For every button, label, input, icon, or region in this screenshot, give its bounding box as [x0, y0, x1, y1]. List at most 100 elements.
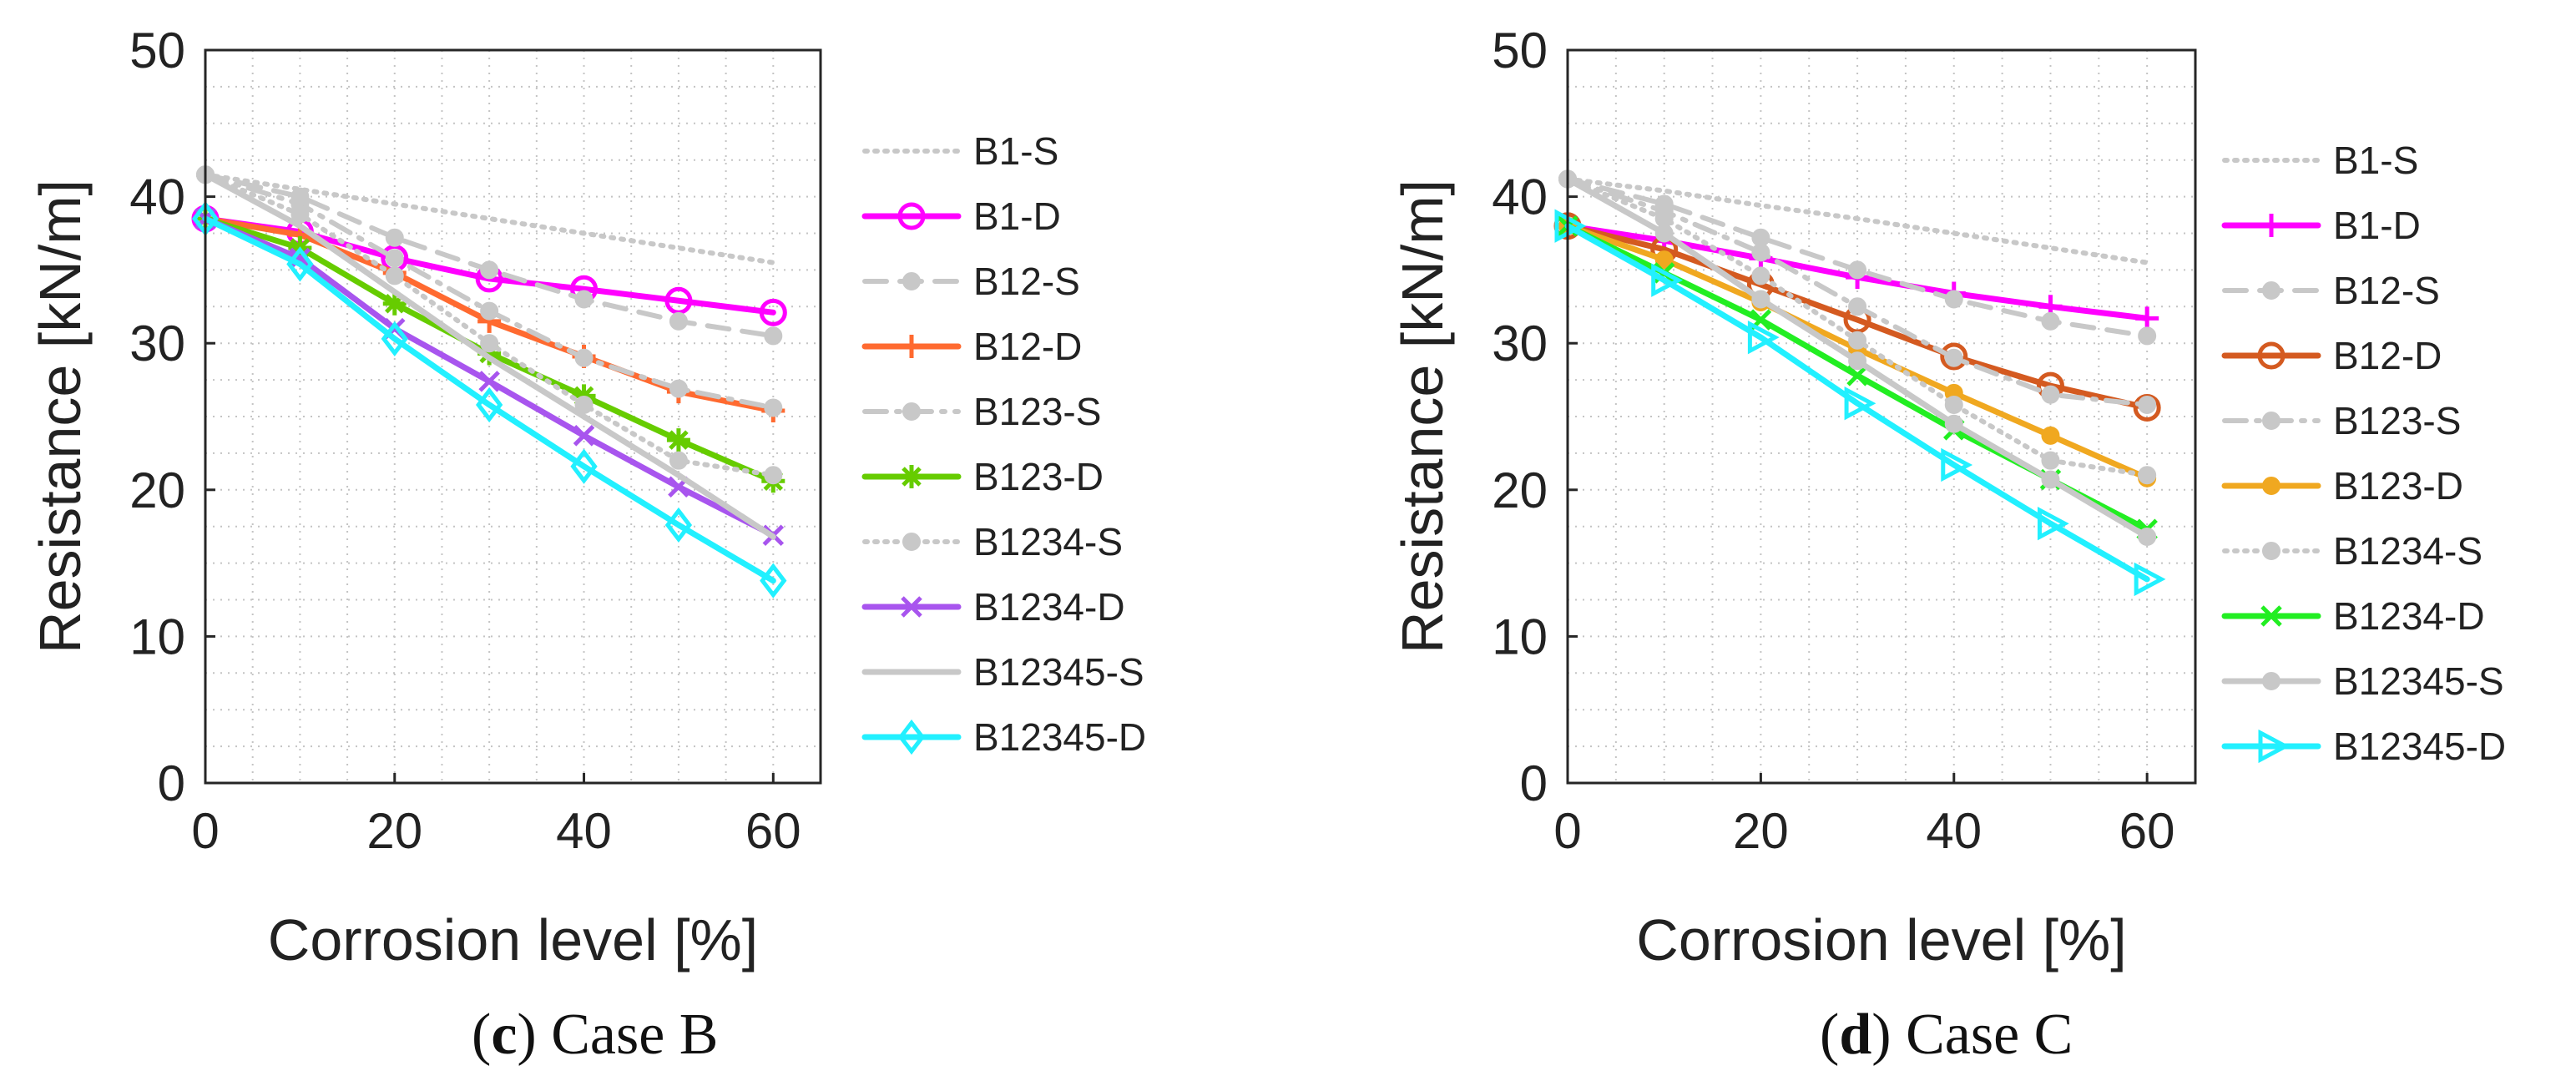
point-d-b123-s — [2041, 385, 2060, 404]
legend-label-c-b1234-d: B1234-D — [973, 585, 1125, 629]
legend-label-c-b123-s: B123-S — [973, 390, 1101, 433]
legend-item-c-b1234-s: B1234-S — [862, 520, 1123, 563]
x-tick-label-c: 0 — [191, 803, 219, 859]
point-d-b12-s — [2138, 326, 2157, 346]
x-tick-label-d: 40 — [1926, 803, 1982, 859]
legend-item-d-b123-d: B123-D — [2221, 464, 2463, 508]
point-d-b12345-d — [1651, 263, 1684, 297]
line-c-b1-s — [203, 172, 776, 265]
x-tick-label-c: 60 — [745, 803, 801, 859]
point-c-b12345-d — [760, 563, 787, 599]
point-d-b1234-d — [1846, 365, 1868, 386]
legend-item-c-b1-d: B1-D — [861, 194, 1061, 238]
point-c-b123-d — [382, 291, 407, 316]
point-c-b12-s — [480, 260, 499, 280]
legend-item-d-b12-d: B12-D — [2221, 334, 2442, 377]
point-d-b1234-s — [1751, 266, 1770, 285]
series-c-b12345-s — [202, 171, 776, 540]
legend-label-c-b1-s: B1-S — [973, 129, 1058, 173]
point-c-b123-s — [385, 249, 404, 268]
legend-item-d-b1-s: B1-S — [2222, 139, 2418, 182]
legend-label-c-b12-s: B12-S — [973, 260, 1080, 303]
legend-d: B1-S B1-D B12-S B12-D B123-S B123-D B1234-S B12… — [2221, 139, 2506, 768]
legend-label-d-b1-s: B1-S — [2333, 139, 2418, 182]
caption-letter-c: c — [491, 1003, 517, 1067]
point-d-b12345-d — [1941, 447, 1973, 482]
legend-label-c-b12345-d: B12345-D — [973, 715, 1146, 759]
legend-item-c-b12345-s: B12345-S — [861, 650, 1144, 694]
point-d-b12345-s — [1654, 224, 1674, 243]
point-d-b12345-d — [1844, 386, 1876, 421]
point-c-b12-s — [385, 228, 404, 247]
y-tick-label-d: 40 — [1492, 169, 1548, 225]
point-d-b1-d — [2135, 306, 2159, 331]
legend-label-c-b1-d: B1-D — [973, 194, 1061, 238]
y-tick-label-d: 20 — [1492, 462, 1548, 518]
legend-item-d-b12345-s: B12345-S — [2221, 659, 2504, 703]
y-tick-label-d: 30 — [1492, 316, 1548, 371]
point-c-b12345-d — [570, 448, 598, 484]
point-c-b1-d — [759, 298, 787, 326]
legend-item-c-b123-s: B123-S — [862, 390, 1101, 433]
series-c-b1-s — [203, 172, 776, 265]
point-d-b1234-s — [2041, 451, 2060, 470]
legend-label-d-b12-d: B12-D — [2333, 334, 2442, 377]
caption-case-b: (c) Case B — [472, 1003, 718, 1067]
point-c-b12345-d — [381, 321, 408, 357]
legend-marker-c-b123-d — [900, 465, 923, 488]
legend-marker-c-b12-s — [902, 272, 921, 290]
legend-marker-c-b12345-d — [897, 719, 926, 755]
legend-item-d-b12-s: B12-S — [2222, 269, 2440, 312]
point-d-b12345-s — [2138, 527, 2157, 546]
point-d-b123-s — [1751, 243, 1770, 262]
point-c-b123-s — [574, 348, 593, 367]
legend-item-d-b1234-d: B1234-D — [2221, 594, 2485, 638]
legend-label-d-b123-s: B123-S — [2333, 399, 2461, 442]
legend-item-d-b1234-s: B1234-S — [2222, 529, 2483, 573]
point-c-b12345-d — [476, 386, 503, 423]
y-tick-label-c: 20 — [129, 462, 185, 518]
x-tick-label-c: 40 — [556, 803, 612, 859]
y-tick-label-c: 10 — [129, 609, 185, 664]
legend-marker-c-b1-d — [897, 202, 926, 230]
legend-label-c-b12345-s: B12345-S — [973, 650, 1144, 694]
y-tick-label-d: 50 — [1492, 23, 1548, 78]
axes-box-d — [1566, 48, 2197, 785]
line-c-b12345-s — [202, 171, 776, 540]
x-axis-label-c: Corrosion level [%] — [268, 907, 758, 972]
point-c-b1234-s — [290, 205, 310, 224]
panel-case-b: 0 20 40 60 0 10 20 30 40 50 Corrosion level [%] Res… — [28, 23, 1146, 972]
legend-marker-d-b1234-s — [2262, 542, 2281, 560]
point-d-b12345-s — [1751, 290, 1770, 309]
x-axis-label-d: Corrosion level [%] — [1636, 907, 2126, 972]
x-tick-label-d: 20 — [1733, 803, 1789, 859]
point-d-b1234-s — [1944, 395, 1963, 414]
point-c-b12-s — [764, 326, 783, 346]
point-d-b1234-s — [1848, 331, 1867, 350]
point-d-b123-s — [2138, 395, 2157, 414]
line-c-b12345-d — [202, 215, 776, 584]
point-c-b123-s — [764, 398, 783, 417]
point-d-b12345-s — [2041, 470, 2060, 489]
x-tick-label-c: 20 — [366, 803, 422, 859]
point-c-b12345-d — [664, 507, 693, 543]
legend-marker-d-b1-d — [2260, 214, 2283, 237]
point-d-b12-d — [1940, 342, 1968, 371]
legend-label-d-b1234-s: B1234-S — [2333, 529, 2483, 573]
y-tick-label-d: 10 — [1492, 609, 1548, 664]
point-c-b1234-s — [385, 266, 404, 285]
legend-marker-d-b12345-s — [2262, 672, 2281, 690]
x-tick-label-d: 60 — [2119, 803, 2175, 859]
y-axis-label-c: Resistance [kN/m] — [28, 179, 93, 654]
legend-label-d-b123-d: B123-D — [2333, 464, 2463, 508]
legend-item-d-b12345-d: B12345-D — [2221, 725, 2506, 768]
axes-box-c — [204, 48, 822, 785]
legend-item-c-b12-d: B12-D — [861, 325, 1082, 368]
point-c-b1234-d — [478, 371, 500, 392]
legend-item-d-b1-d: B1-D — [2221, 204, 2421, 247]
point-c-b123-d — [477, 341, 502, 366]
y-tick-label-d: 0 — [1520, 755, 1548, 811]
point-d-b12345-d — [2134, 562, 2166, 597]
point-c-b1234-s — [669, 451, 688, 470]
legend-item-c-b123-d: B123-D — [861, 455, 1104, 498]
